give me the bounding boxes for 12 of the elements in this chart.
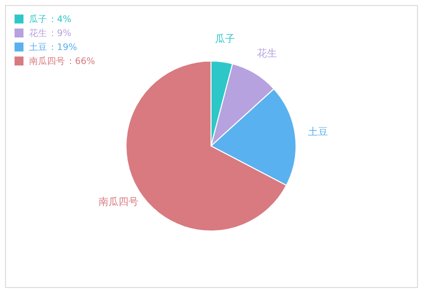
slice-label: 瓜子 xyxy=(214,32,235,45)
legend-label: 南瓜四号 xyxy=(29,56,65,67)
slice-label: 土豆 xyxy=(308,126,328,138)
data-label: ：19% xyxy=(48,43,78,53)
data-label: ：66% xyxy=(66,57,96,67)
data-label: ：9% xyxy=(48,29,72,39)
data-label: ：4% xyxy=(48,15,72,25)
legend-label: 花生 xyxy=(29,28,47,39)
slice-label: 南瓜四号 xyxy=(98,196,139,208)
legend-label: 土豆 xyxy=(29,42,47,53)
slice-label: 花生 xyxy=(256,48,277,60)
legend-label: 瓜子 xyxy=(29,14,47,25)
